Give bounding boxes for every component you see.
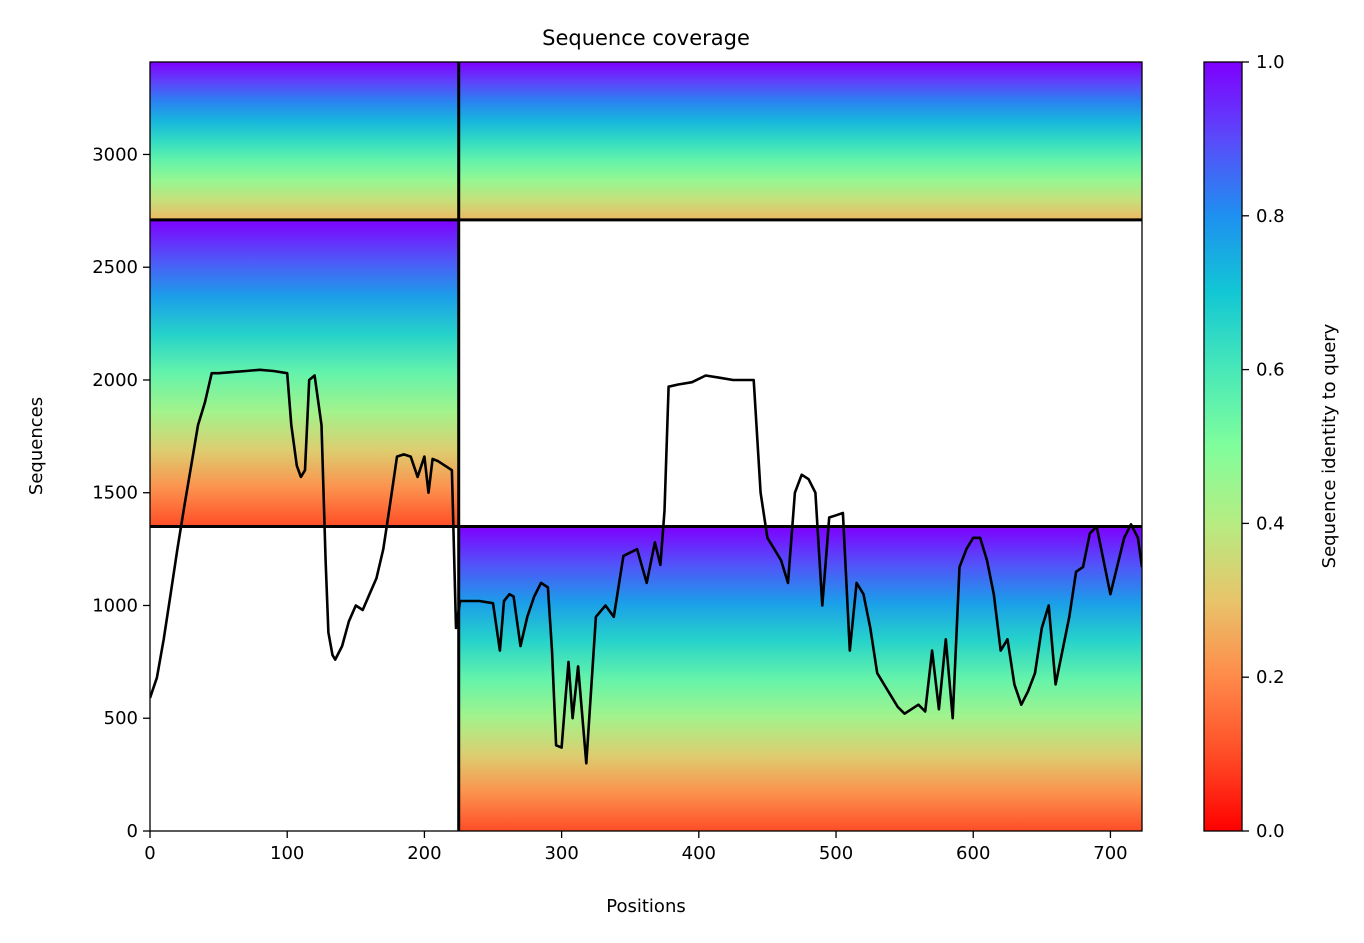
heatmap-block-2 xyxy=(150,219,459,527)
colorbar xyxy=(1203,61,1243,832)
chart-title: Sequence coverage xyxy=(542,26,750,50)
x-axis-label: Positions xyxy=(606,896,685,917)
x-tick-label: 400 xyxy=(682,843,716,864)
colorbar-ticks: 0.0 0.2 0.4 0.6 0.8 1.0 xyxy=(1242,52,1285,842)
y-tick-label: 1000 xyxy=(92,595,138,616)
coverage-line-layer xyxy=(150,368,1142,765)
colorbar-tick-label: 0.6 xyxy=(1256,360,1285,381)
colorbar-tick-label: 0.8 xyxy=(1256,206,1285,227)
heatmap-block-3 xyxy=(458,526,1142,831)
x-tick-label: 500 xyxy=(819,843,853,864)
y-tick-label: 1500 xyxy=(92,483,138,504)
heatmap-block-1 xyxy=(458,62,1142,220)
y-axis-ticks: 0 500 1000 1500 2000 2500 3000 xyxy=(92,144,150,842)
x-tick-label: 100 xyxy=(270,843,304,864)
heatmap-block-0 xyxy=(150,62,459,220)
x-tick-label: 200 xyxy=(407,843,441,864)
y-axis-label: Sequences xyxy=(26,397,47,495)
x-axis-ticks: 0 100 200 300 400 500 600 700 xyxy=(144,831,1128,864)
colorbar-tick-label: 0.0 xyxy=(1256,821,1285,842)
segment-boundaries xyxy=(150,62,1142,831)
coverage-line xyxy=(150,368,1142,765)
heatmap-blocks xyxy=(150,62,1142,831)
colorbar-tick-label: 1.0 xyxy=(1256,52,1285,73)
y-tick-label: 2500 xyxy=(92,257,138,278)
y-tick-label: 500 xyxy=(104,708,138,729)
x-tick-label: 600 xyxy=(956,843,990,864)
y-tick-label: 3000 xyxy=(92,144,138,165)
y-tick-label: 0 xyxy=(127,821,138,842)
plot-frame xyxy=(149,61,1143,832)
x-tick-label: 300 xyxy=(544,843,578,864)
y-tick-label: 2000 xyxy=(92,370,138,391)
colorbar-label: Sequence identity to query xyxy=(1319,323,1340,568)
colorbar-tick-label: 0.4 xyxy=(1256,513,1285,534)
x-tick-label: 0 xyxy=(144,843,155,864)
x-tick-label: 700 xyxy=(1093,843,1127,864)
colorbar-tick-label: 0.2 xyxy=(1256,667,1285,688)
